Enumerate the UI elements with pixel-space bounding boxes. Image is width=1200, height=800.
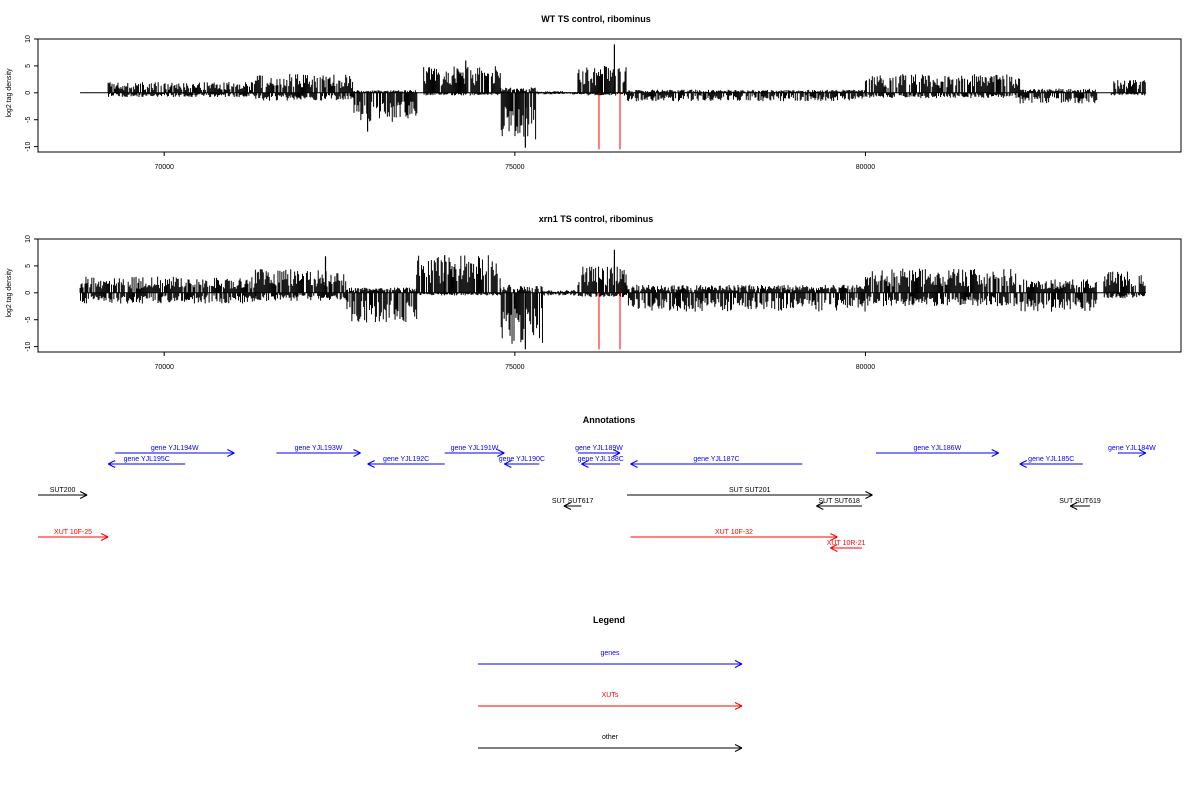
x-tick-label: 75000: [505, 364, 525, 371]
x-tick-label: 80000: [856, 364, 876, 371]
feature-sut200: SUT200: [38, 487, 88, 499]
feature-label: gene YJL184W: [1108, 445, 1156, 452]
legend-items: genes XUTs other: [478, 650, 743, 752]
feature-sut-sut617: SUT SUT617: [552, 498, 594, 510]
feature-label: XUT 10F-32: [715, 529, 753, 536]
x-tick-label: 75000: [505, 164, 525, 171]
feature-label: SUT SUT618: [818, 498, 860, 505]
y-tick-label: 0: [25, 291, 32, 295]
density-bars: [80, 44, 1147, 150]
y-axis-label: log2 tag density: [6, 268, 13, 318]
feature-gene-yjl190c: gene YJL190C: [499, 456, 545, 468]
plot-frame: [37, 238, 1182, 353]
feature-sut-sut201: SUT SUT201: [627, 487, 873, 499]
axes: 10 5 0 -5 -10 70000 75000 80000: [25, 35, 875, 171]
feature-xut-10f-25: XUT 10F-25: [38, 529, 109, 541]
feature-label: gene YJL195C: [124, 456, 170, 463]
feature-label: gene YJL185C: [1028, 456, 1074, 463]
annotations-title: Annotations: [583, 415, 636, 425]
feature-gene-yjl192c: gene YJL192C: [367, 456, 445, 468]
y-tick-label: -5: [25, 317, 32, 323]
feature-label: gene YJL187C: [693, 456, 739, 463]
feature-label: gene YJL191W: [451, 445, 499, 452]
y-tick-label: 0: [25, 91, 32, 95]
y-tick-label: 10: [25, 35, 32, 43]
feature-gene-yjl191w: gene YJL191W: [444, 445, 505, 457]
feature-gene-yjl184w: gene YJL184W: [1108, 445, 1156, 457]
y-tick-label: 10: [25, 235, 32, 243]
feature-label: gene YJL186W: [913, 445, 961, 452]
feature-label: gene YJL192C: [383, 456, 429, 463]
feature-sut-sut618: SUT SUT618: [816, 498, 862, 510]
legend-label: other: [602, 734, 619, 741]
feature-label: SUT SUT201: [729, 487, 771, 494]
feature-xut-10r-21: XUT 10R-21: [827, 540, 866, 552]
xrn1-density-panel: xrn1 TS control, ribominus log2 tag dens…: [6, 214, 1182, 371]
y-tick-label: -10: [25, 141, 32, 151]
y-tick-label: 5: [25, 264, 32, 268]
legend-item-other: other: [478, 734, 743, 752]
legend-title: Legend: [593, 615, 625, 625]
chart-title: WT TS control, ribominus: [541, 14, 651, 24]
chart-title: xrn1 TS control, ribominus: [539, 214, 654, 224]
feature-label: gene YJL194W: [151, 445, 199, 452]
feature-gene-yjl193w: gene YJL193W: [276, 445, 361, 457]
feature-label: gene YJL190C: [499, 456, 545, 463]
feature-gene-yjl187c: gene YJL187C: [630, 456, 803, 468]
plot-frame: [37, 38, 1182, 153]
feature-gene-yjl186w: gene YJL186W: [875, 445, 999, 457]
feature-xut-10f-32: XUT 10F-32: [630, 529, 838, 541]
feature-label: XUT 10F-25: [54, 529, 92, 536]
legend-item-genes: genes: [478, 650, 743, 668]
x-tick-label: 70000: [154, 164, 174, 171]
y-tick-label: -5: [25, 117, 32, 123]
y-tick-label: -10: [25, 341, 32, 351]
y-axis-label: log2 tag density: [6, 68, 13, 118]
feature-gene-yjl185c: gene YJL185C: [1019, 456, 1083, 468]
wt-density-panel: WT TS control, ribominus log2 tag densit…: [6, 14, 1182, 171]
feature-label: SUT SUT619: [1059, 498, 1101, 505]
feature-label: gene YJL193W: [295, 445, 343, 452]
annotation-features: gene YJL194W gene YJL195C gene YJL193W gene…: [38, 445, 1156, 552]
feature-label: XUT 10R-21: [827, 540, 866, 547]
feature-gene-yjl189w: gene YJL189W: [575, 445, 623, 457]
feature-label: gene YJL188C: [578, 456, 624, 463]
feature-sut-sut619: SUT SUT619: [1059, 498, 1101, 510]
feature-gene-yjl195c: gene YJL195C: [107, 456, 186, 468]
legend-label: genes: [600, 650, 620, 657]
feature-gene-yjl194w: gene YJL194W: [115, 445, 235, 457]
x-tick-label: 70000: [154, 364, 174, 371]
feature-label: SUT200: [50, 487, 76, 494]
feature-gene-yjl188c: gene YJL188C: [578, 456, 624, 468]
density-bars: [79, 249, 1146, 350]
feature-label: gene YJL189W: [575, 445, 623, 452]
y-tick-label: 5: [25, 64, 32, 68]
feature-label: SUT SUT617: [552, 498, 594, 505]
legend: Legend genes XUTs other: [478, 615, 743, 752]
x-tick-label: 80000: [856, 164, 876, 171]
legend-item-xuts: XUTs: [478, 692, 743, 710]
axes: 10 5 0 -5 -10 70000 75000 80000: [25, 235, 875, 371]
legend-label: XUTs: [602, 692, 619, 699]
